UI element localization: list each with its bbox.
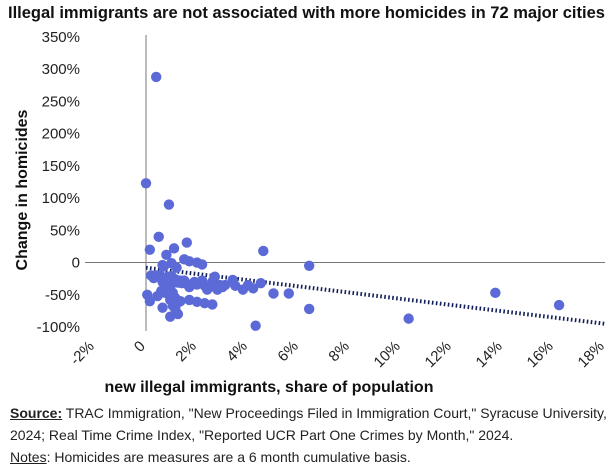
data-point	[283, 288, 294, 299]
notes-label: Notes	[10, 449, 47, 465]
y-axis-title: Change in homicides	[14, 109, 31, 270]
x-tick-label: 8%	[325, 338, 352, 365]
x-tick-label: 14%	[473, 338, 506, 371]
y-tick-label: 300%	[42, 61, 80, 78]
y-tick-label: 350%	[42, 29, 80, 46]
notes-text: : Homicides are measures are a 6 month c…	[46, 449, 411, 465]
x-tick-labels: -2% 0 2% 4% 6% 8% 10% 12% 14% 16% 18%	[67, 338, 608, 371]
trendline-group	[145, 265, 606, 326]
data-point	[242, 279, 254, 291]
data-point	[209, 271, 221, 282]
chart-title: Illegal immigrants are not associated wi…	[8, 4, 605, 22]
y-tick-label: 200%	[42, 126, 80, 143]
x-tick-label: 6%	[274, 338, 301, 365]
data-point	[250, 320, 261, 331]
data-point	[171, 262, 182, 273]
x-tick-label: 12%	[422, 338, 455, 371]
x-tick-label: 10%	[371, 338, 404, 371]
data-points	[140, 71, 565, 331]
data-point	[199, 297, 210, 309]
data-point	[142, 289, 153, 300]
data-point	[219, 279, 231, 291]
data-point	[191, 296, 203, 308]
data-point	[255, 277, 266, 289]
data-point	[158, 261, 170, 272]
data-point	[304, 260, 315, 271]
footer: Source: TRAC Immigration, "New Proceedin…	[10, 402, 610, 468]
data-point	[144, 244, 156, 255]
y-tick-label: -100%	[37, 319, 80, 336]
data-point	[403, 313, 414, 324]
x-tick-label: -2%	[67, 338, 98, 369]
y-tick-label: 250%	[42, 93, 80, 110]
x-tick-label: 2%	[172, 338, 199, 365]
data-point	[175, 296, 186, 307]
data-point	[168, 243, 180, 254]
x-tick-label: 18%	[575, 338, 608, 371]
scatter-chart: 350% 300% 250% 200% 150% 100% 50% 0 -50% -100% -2…	[14, 29, 608, 396]
data-point	[490, 287, 501, 299]
data-point	[553, 299, 565, 311]
data-point	[230, 280, 241, 291]
data-point	[258, 245, 269, 257]
x-tick-label: 0	[131, 338, 149, 356]
data-point	[157, 302, 168, 313]
data-point	[165, 311, 176, 322]
y-tick-labels: 350% 300% 250% 200% 150% 100% 50% 0 -50% -100%	[37, 29, 80, 336]
source-note: Source: TRAC Immigration, "New Proceedin…	[10, 402, 610, 446]
y-tick-label: 0	[72, 255, 80, 272]
data-point	[163, 199, 175, 210]
data-point	[184, 256, 195, 267]
data-point	[161, 249, 172, 261]
data-point	[151, 71, 162, 83]
data-point	[207, 299, 218, 310]
y-tick-label: 50%	[50, 222, 80, 239]
data-point	[268, 288, 279, 299]
source-text: TRAC Immigration, "New Proceedings Filed…	[10, 405, 607, 443]
data-point	[140, 178, 152, 189]
source-label: Source:	[10, 405, 63, 421]
data-point	[196, 259, 208, 270]
y-tick-label: -50%	[45, 287, 80, 304]
x-tick-label: 16%	[524, 338, 557, 371]
y-tick-label: 100%	[42, 190, 80, 207]
data-point	[181, 237, 192, 248]
y-tick-label: 150%	[42, 158, 80, 175]
trendline	[145, 265, 606, 326]
data-point	[153, 231, 164, 242]
x-tick-label: 4%	[223, 338, 250, 365]
notes-note: Notes: Homicides are measures are a 6 mo…	[10, 446, 610, 468]
data-point	[304, 303, 315, 315]
x-axis-title: new illegal immigrants, share of populat…	[105, 379, 434, 396]
